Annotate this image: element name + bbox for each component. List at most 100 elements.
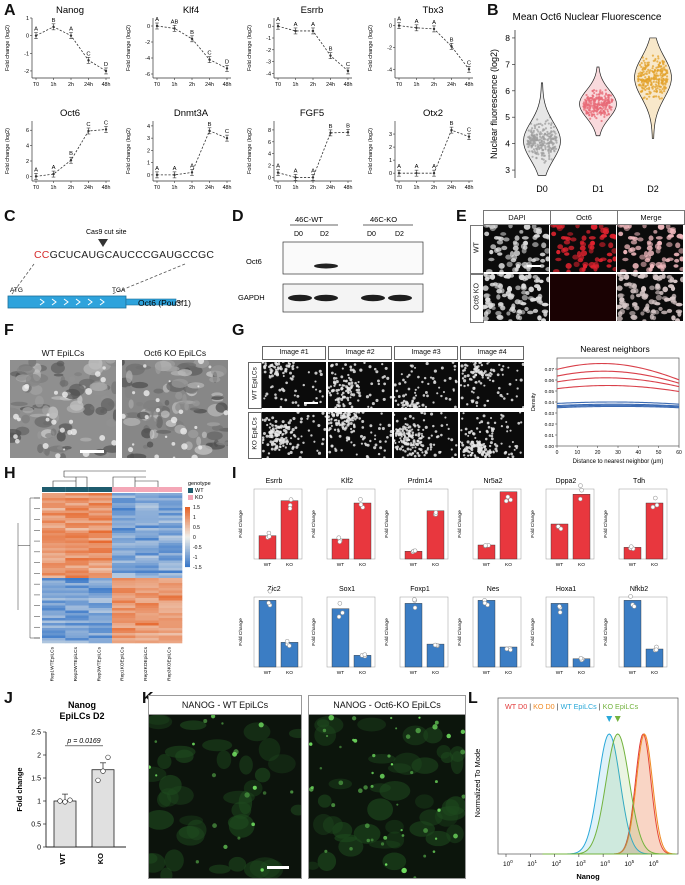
segmented-cell — [267, 452, 271, 455]
nucleus — [523, 240, 528, 246]
color-scale-step — [185, 537, 190, 539]
cell-point — [641, 67, 644, 71]
nucleus — [572, 254, 579, 260]
plot-frame — [253, 596, 303, 668]
segmented-cell — [355, 453, 358, 456]
segmented-cell — [342, 404, 346, 408]
nucleus — [495, 247, 502, 252]
heatmap-cell — [112, 543, 136, 546]
nucleus — [620, 269, 627, 272]
cell-point — [655, 72, 658, 75]
segmented-cell — [451, 456, 454, 458]
segmented-cell — [488, 454, 491, 458]
nucleus — [500, 288, 505, 294]
plot-frame — [253, 488, 303, 560]
nucleus — [629, 310, 636, 316]
plot-title: FGF5 — [300, 108, 324, 119]
heatmap-cell — [112, 600, 136, 604]
segmented-cell — [451, 362, 455, 364]
heatmap-cell — [135, 605, 159, 609]
cell-point — [643, 68, 647, 71]
heatmap-cell — [65, 580, 89, 584]
g-col-label-3: Image #3 — [394, 346, 458, 360]
segmented-cell — [269, 368, 273, 372]
segmented-cell — [263, 418, 267, 422]
bright-spot — [208, 365, 212, 369]
heatmap-cell — [42, 570, 66, 574]
nucleus — [532, 308, 539, 313]
x-tick-label: 48h — [344, 82, 353, 88]
segmented-cell — [511, 455, 515, 458]
heatmap-cell — [88, 555, 113, 559]
segmented-cell — [406, 447, 410, 451]
heatmap-cell — [112, 618, 136, 621]
e-image-wt-merge — [617, 225, 683, 272]
heatmap-cell — [158, 573, 183, 576]
segmented-cell — [404, 393, 408, 396]
segmented-cell — [381, 426, 385, 431]
segmented-cell — [404, 423, 407, 426]
legend-title: genotype — [188, 481, 211, 487]
nucleus — [556, 249, 561, 255]
cell-point — [536, 148, 539, 151]
legend-entry: WT D0 — [505, 702, 527, 711]
bar-ko — [645, 502, 664, 560]
heatmap-cell — [112, 575, 136, 579]
segmented-cell — [486, 362, 489, 365]
cell-point — [530, 146, 533, 149]
cell-point — [589, 111, 593, 114]
heatmap-cell — [158, 620, 183, 624]
segmented-cell — [444, 397, 448, 400]
oct6-band — [314, 263, 338, 269]
heatmap-cell — [65, 620, 89, 624]
cell-shape — [56, 360, 65, 367]
nucleus — [503, 274, 511, 279]
y-axis-label: Fold Change — [238, 510, 244, 538]
replicate-point — [337, 539, 342, 544]
heatmap-cell — [42, 588, 66, 591]
segmented-cell — [294, 401, 298, 404]
heatmap-cell — [158, 583, 183, 586]
colony-glow — [254, 767, 271, 783]
y-tick-label: 3 — [147, 136, 150, 142]
cell-point — [592, 113, 595, 116]
cell-point — [659, 69, 662, 72]
y-axis-label: Fold Change — [311, 618, 317, 646]
cell-shape — [180, 362, 197, 369]
cell-point — [602, 109, 605, 112]
segmented-cell — [433, 453, 437, 457]
heatmap-cell — [88, 558, 113, 561]
cell-point — [533, 138, 536, 142]
heatmap-cell — [135, 583, 159, 586]
plot-title: Tbx3 — [422, 5, 443, 16]
nucleus — [555, 257, 562, 262]
replicate-point — [358, 497, 363, 502]
segmented-cell — [285, 381, 288, 385]
heatmap-cell — [65, 630, 89, 634]
segmented-cell — [374, 434, 377, 437]
heatmap-cell — [158, 590, 183, 594]
segmented-cell — [400, 373, 403, 376]
heatmap-cell — [42, 613, 66, 616]
heatmap-cell — [135, 550, 159, 554]
heatmap-cell — [65, 573, 89, 576]
g-image-ko-1 — [262, 412, 326, 458]
significance-letter: A — [190, 163, 194, 169]
nucleus — [659, 291, 664, 295]
panel-h-heatmap: genotypeWTKO1.510.50-0.5-1-1.5Rep1WTEpiL… — [17, 470, 211, 681]
segmented-cell — [281, 432, 285, 436]
scale-bar — [304, 402, 318, 404]
significance-letter: C — [346, 62, 350, 68]
heatmap-cell — [112, 560, 136, 564]
heatmap-cell — [158, 630, 183, 634]
nucleus — [506, 286, 513, 292]
nanog-positive-cell — [262, 791, 267, 795]
significance-letter: C — [467, 128, 471, 134]
segmented-cell — [506, 392, 509, 395]
segmented-cell — [341, 426, 345, 430]
legend-separator: | — [555, 702, 561, 711]
segmented-cell — [357, 399, 360, 402]
segmented-cell — [409, 404, 412, 407]
